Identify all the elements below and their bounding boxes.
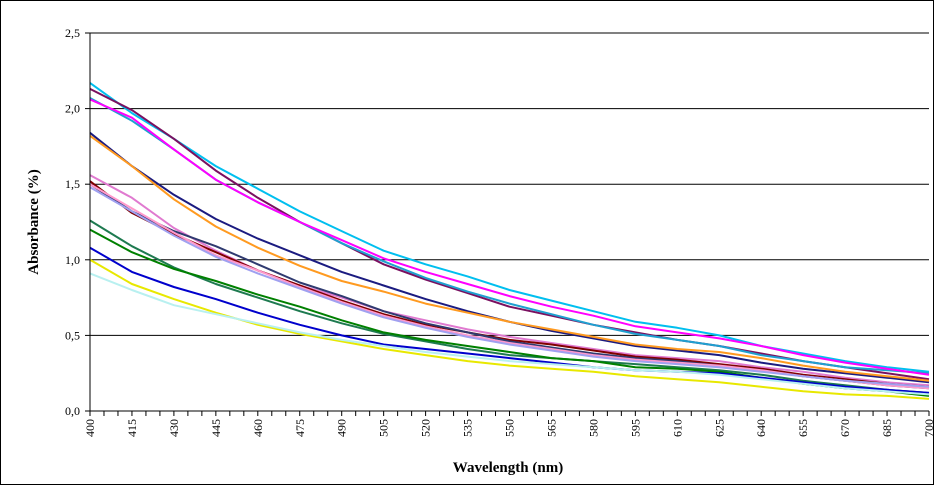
x-tick-label: 640 [754,419,768,437]
y-tick-label: 1,5 [65,177,80,191]
series-line-1 [89,82,930,373]
x-tick-label: 655 [796,419,810,437]
x-tick-label: 520 [419,419,433,437]
y-tick-label: 2,0 [65,102,80,116]
x-tick-label: 610 [670,419,684,437]
series-line-12 [89,219,930,394]
series-line-6 [89,134,930,382]
series-line-14 [89,246,930,394]
x-tick-label: 670 [838,419,852,437]
x-tick-label: 430 [167,419,181,437]
y-tick-label: 0,0 [65,404,80,418]
x-tick-label: 625 [712,419,726,437]
x-axis-title: Wavelength (nm) [453,460,563,476]
y-axis-ticks: 0,0 0,5 1,0 1,5 2,0 2,5 [65,26,90,418]
y-tick-label: 1,0 [65,253,80,267]
x-tick-label: 505 [377,419,391,437]
x-tick-label: 535 [461,419,475,437]
x-tick-label: 400 [83,419,97,437]
x-tick-label: 490 [335,419,349,437]
y-tick-label: 0,5 [65,328,80,342]
x-tick-label: 550 [503,419,517,437]
series-lines [89,82,930,400]
y-tick-label: 2,5 [65,26,80,40]
x-tick-label: 700 [922,419,935,437]
x-tick-label: 580 [586,419,600,437]
x-tick-label: 475 [293,419,307,437]
x-tick-label: 595 [628,419,642,437]
x-tick-label: 445 [209,419,223,437]
series-line-16 [89,272,930,396]
x-axis-ticks: 400 415 430 445 460 475 490 505 520 535 550 565 580 5… [83,411,935,437]
y-axis-title: Absorbance (%) [26,169,42,274]
x-tick-label: 415 [125,419,139,437]
x-tick-label: 460 [251,419,265,437]
x-tick-label: 565 [544,419,558,437]
series-line-4 [89,98,930,376]
series-line-8 [89,180,930,388]
series-line-11 [89,186,930,388]
series-line-3 [89,97,930,375]
x-tick-label: 685 [880,419,894,437]
